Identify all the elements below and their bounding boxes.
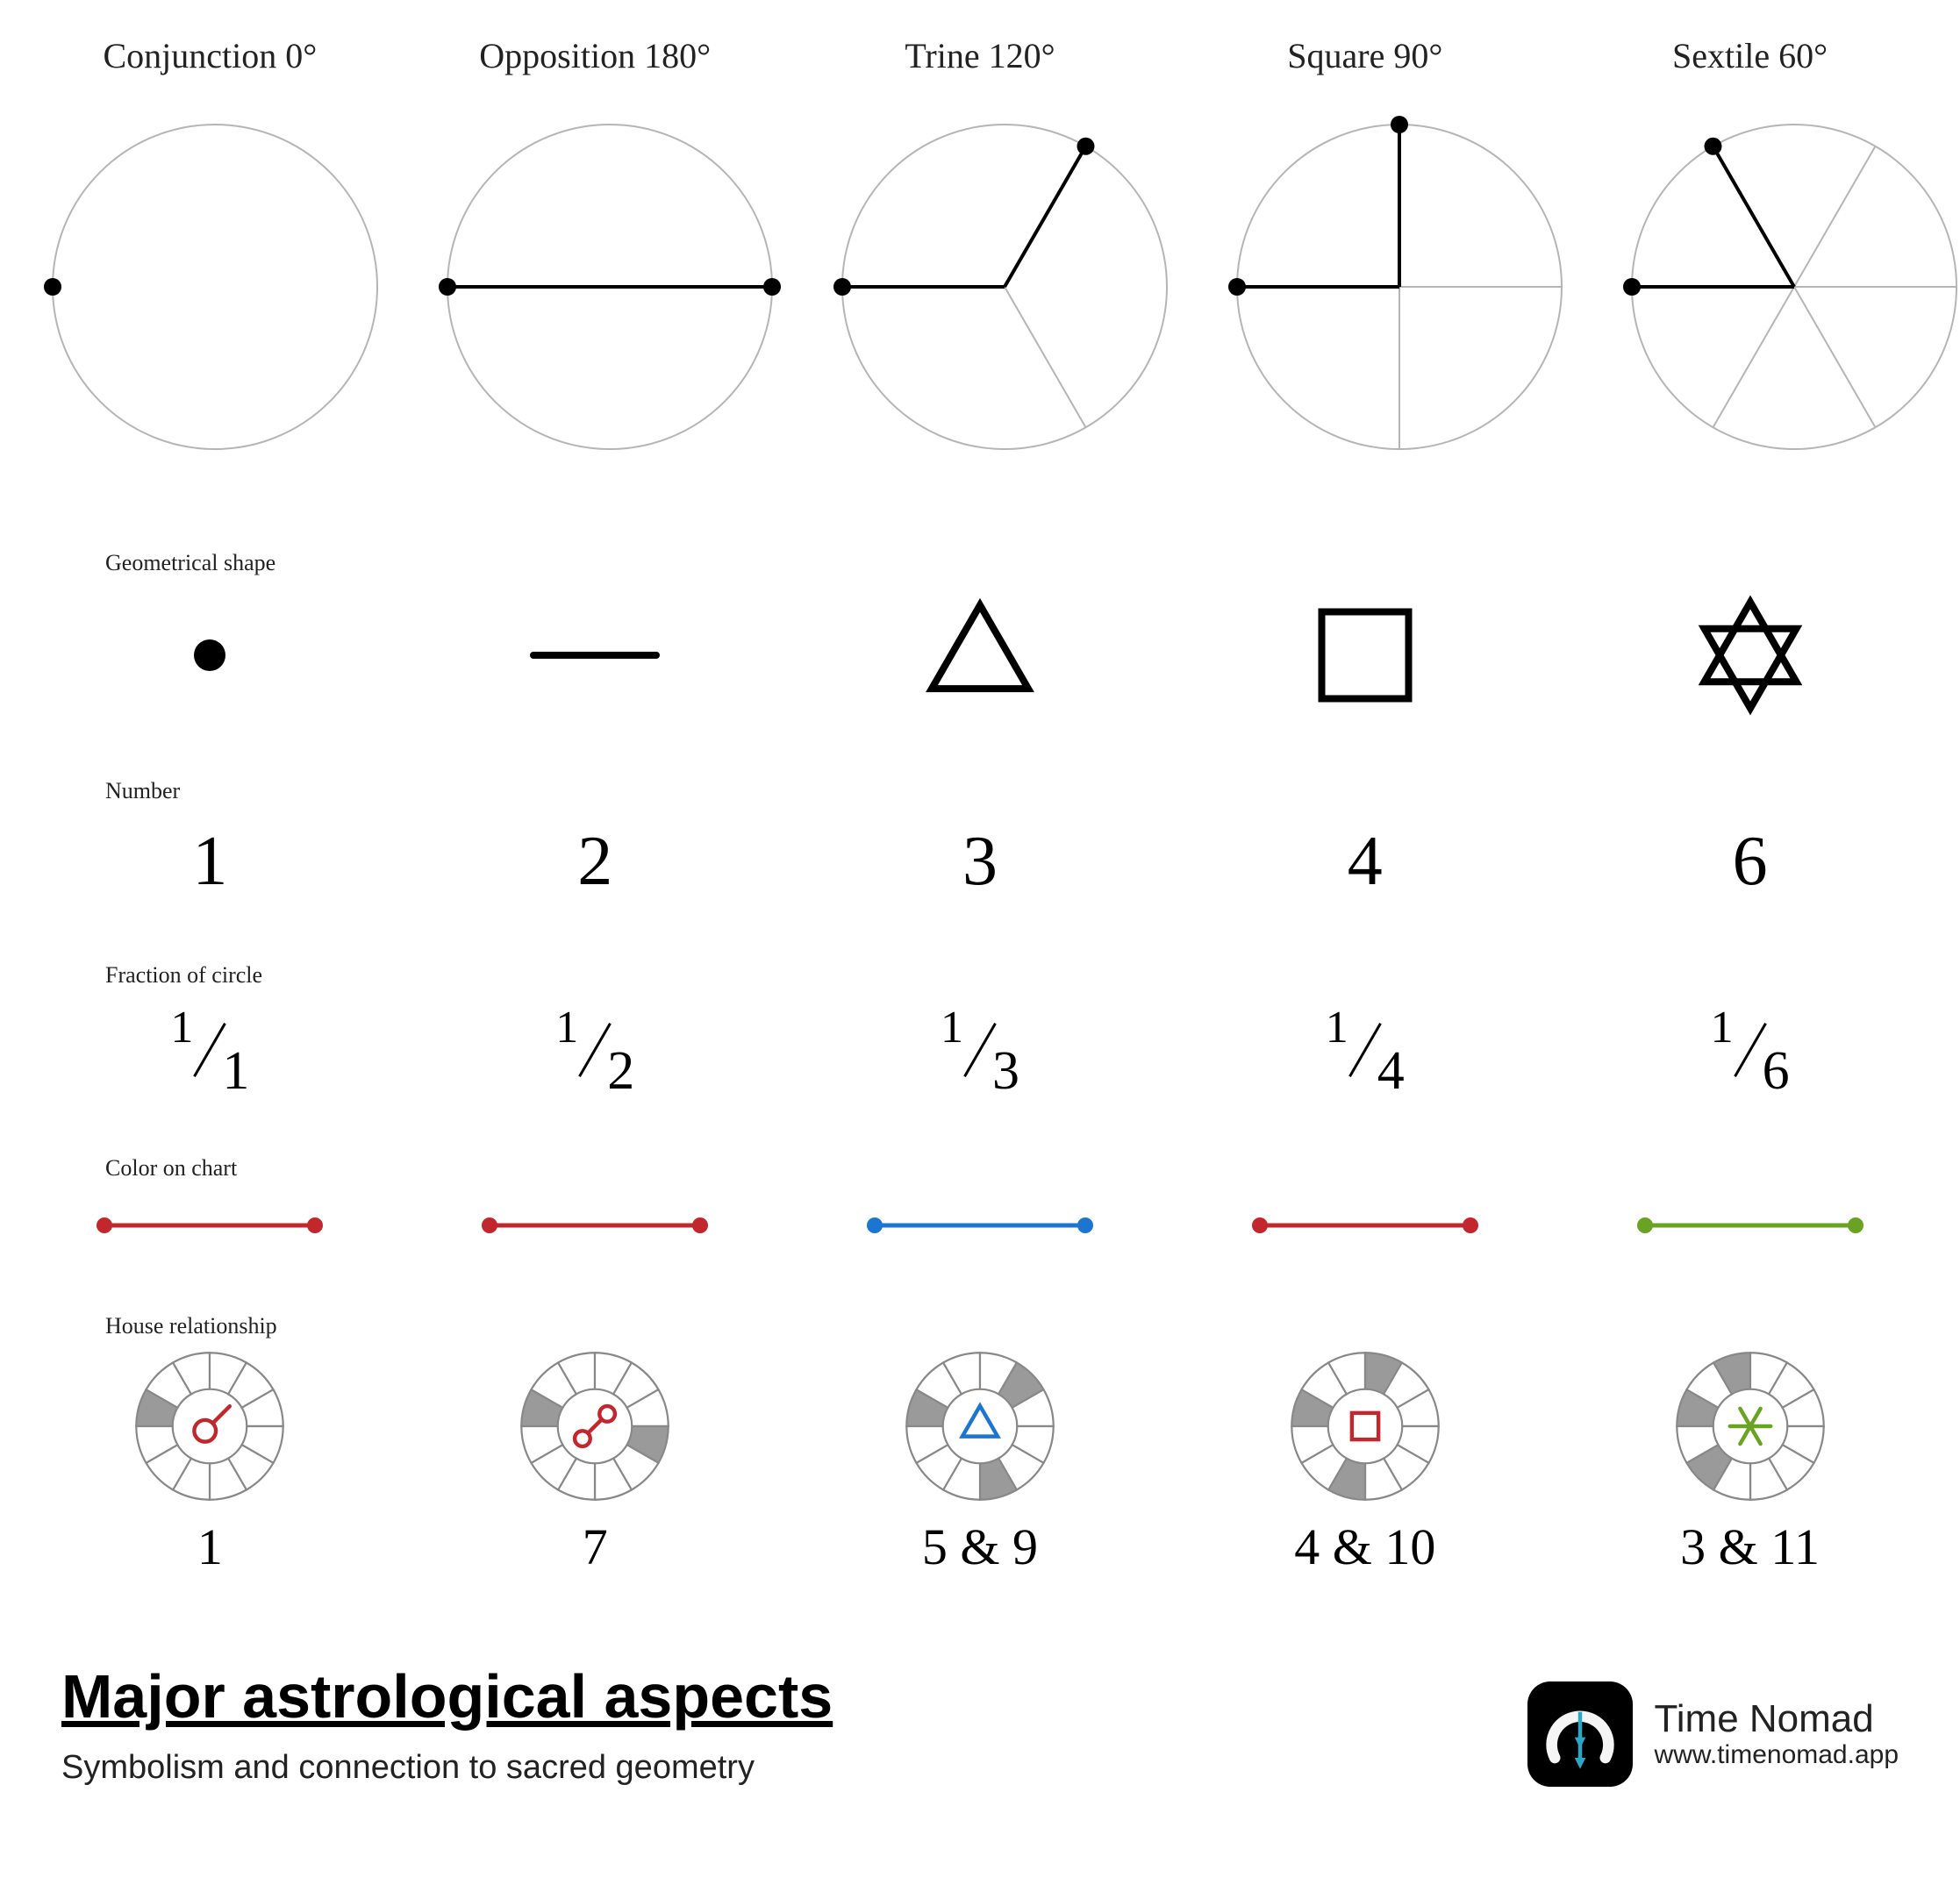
aspect-circle-cell [825,103,1184,471]
house-cell: 4 & 10 [1190,1348,1540,1576]
shape-cell [805,585,1155,725]
fraction-cell: 11 [35,997,385,1103]
house-label: 5 & 9 [922,1517,1038,1576]
fraction-cell: 13 [805,997,1155,1103]
house-label: 7 [583,1517,608,1576]
fraction-cell: 12 [420,997,770,1103]
fraction-cell: 16 [1575,997,1925,1103]
color-line-icon [865,1208,1095,1243]
row-label-number: Number [35,778,1925,804]
fraction: 12 [547,1006,643,1094]
aspect-circle-diagram [825,107,1184,467]
house-cell: 7 [420,1348,770,1576]
house-wheel-icon [1662,1348,1839,1504]
circle-row [35,103,1925,471]
fraction-numerator: 1 [170,1002,193,1053]
app-icon [1527,1681,1633,1787]
house-wheel-icon [891,1348,1069,1504]
color-line-icon [480,1208,710,1243]
shape-cell [420,585,770,725]
house-wheel-icon [506,1348,683,1504]
footer-right: Time Nomad www.timenomad.app [1527,1681,1899,1787]
shape-row [35,585,1925,725]
fraction-denominator: 4 [1377,1040,1405,1103]
brand-name: Time Nomad [1655,1698,1899,1740]
aspect-header: Trine 120° [805,35,1155,76]
shape-cell [1190,585,1540,725]
house-wheel-icon [1277,1348,1454,1504]
aspect-circle-cell [1614,103,1960,471]
line-icon [525,585,665,725]
fraction: 13 [932,1006,1028,1094]
aspect-header: Opposition 180° [420,35,770,76]
hexagram-icon [1680,585,1821,725]
fraction-denominator: 3 [992,1040,1019,1103]
number-cell: 3 [805,813,1155,910]
house-row: 1 7 5 & 9 4 & 10 3 & 11 [35,1348,1925,1576]
footer-title: Major astrological aspects [61,1661,833,1731]
house-cell: 5 & 9 [805,1348,1155,1576]
brand-url: www.timenomad.app [1655,1740,1899,1770]
brand-text: Time Nomad www.timenomad.app [1655,1698,1899,1770]
shape-cell [1575,585,1925,725]
aspect-circle-diagram [1220,107,1579,467]
aspect-circle-cell [1220,103,1579,471]
fraction: 11 [161,1006,258,1094]
app-icon-svg [1541,1695,1620,1774]
aspect-header: Square 90° [1190,35,1540,76]
fraction: 16 [1702,1006,1799,1094]
aspect-header: Sextile 60° [1575,35,1925,76]
aspect-circle-diagram [35,107,395,467]
shape-cell [35,585,385,725]
row-label-shape: Geometrical shape [35,550,1925,576]
number-cell: 6 [1575,813,1925,910]
fraction-numerator: 1 [555,1002,578,1053]
house-wheel-icon [121,1348,298,1504]
number-cell: 2 [420,813,770,910]
house-label: 3 & 11 [1680,1517,1820,1576]
dot-icon [139,585,280,725]
footer: Major astrological aspects Symbolism and… [61,1661,1899,1787]
aspect-circle-cell [35,103,395,471]
color-line-icon [1250,1208,1480,1243]
house-label: 1 [197,1517,223,1576]
color-cell [1190,1190,1540,1260]
aspect-header: Conjunction 0° [35,35,385,76]
number-cell: 1 [35,813,385,910]
fraction: 14 [1317,1006,1413,1094]
footer-left: Major astrological aspects Symbolism and… [61,1661,833,1787]
fraction-denominator: 2 [607,1040,634,1103]
row-label-color: Color on chart [35,1155,1925,1182]
fraction-numerator: 1 [1326,1002,1348,1053]
house-cell: 3 & 11 [1575,1348,1925,1576]
color-line-icon [1635,1208,1865,1243]
footer-subtitle: Symbolism and connection to sacred geome… [61,1749,833,1787]
row-label-house: House relationship [35,1313,1925,1339]
number-cell: 4 [1190,813,1540,910]
triangle-icon [910,585,1050,725]
fraction-numerator: 1 [941,1002,963,1053]
row-label-fraction: Fraction of circle [35,962,1925,989]
fraction-denominator: 1 [222,1040,249,1103]
fraction-cell: 14 [1190,997,1540,1103]
fraction-denominator: 6 [1763,1040,1790,1103]
aspect-circle-diagram [430,107,790,467]
aspect-circle-diagram [1614,107,1960,467]
header-row: Conjunction 0° Opposition 180° Trine 120° S… [35,35,1925,103]
square-icon [1295,585,1435,725]
color-row [35,1190,1925,1260]
color-cell [1575,1190,1925,1260]
color-cell [805,1190,1155,1260]
house-label: 4 & 10 [1294,1517,1435,1576]
color-cell [420,1190,770,1260]
fraction-numerator: 1 [1711,1002,1734,1053]
house-cell: 1 [35,1348,385,1576]
color-cell [35,1190,385,1260]
aspect-circle-cell [430,103,790,471]
number-row: 12346 [35,813,1925,910]
color-line-icon [95,1208,325,1243]
fraction-row: 1112131416 [35,997,1925,1103]
page: Conjunction 0° Opposition 180° Trine 120° S… [0,0,1960,1892]
